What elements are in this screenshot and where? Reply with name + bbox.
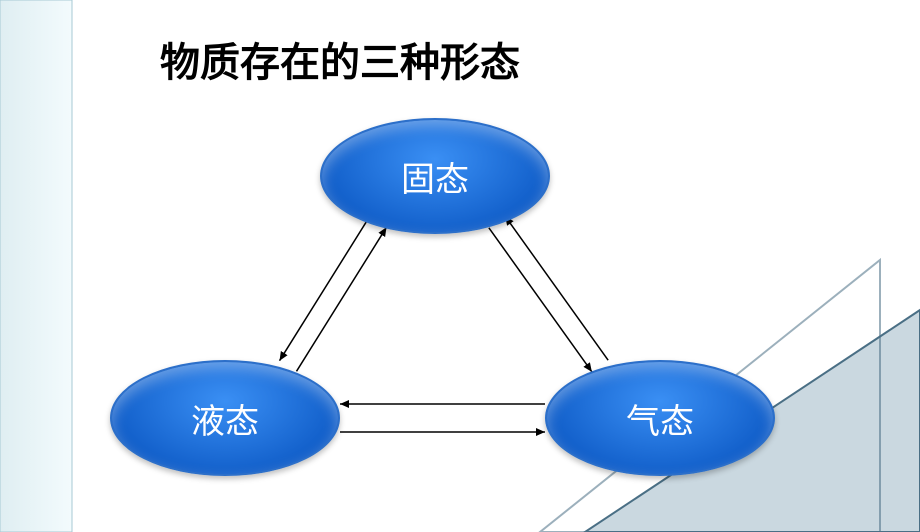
edge-liquid-solid <box>296 227 386 371</box>
node-gas: 气态 <box>545 360 775 476</box>
node-label-gas: 气态 <box>626 394 694 443</box>
node-label-liquid: 液态 <box>191 394 259 443</box>
slide-title: 物质存在的三种形态 <box>160 30 520 88</box>
node-liquid: 液态 <box>110 360 340 476</box>
edge-gas-solid <box>505 216 608 360</box>
edge-solid-gas <box>489 228 592 372</box>
node-label-solid: 固态 <box>401 152 469 201</box>
edge-solid-liquid <box>280 217 370 361</box>
slide: 物质存在的三种形态 固态液态 气态 <box>0 0 920 532</box>
node-solid: 固态 <box>320 118 550 234</box>
